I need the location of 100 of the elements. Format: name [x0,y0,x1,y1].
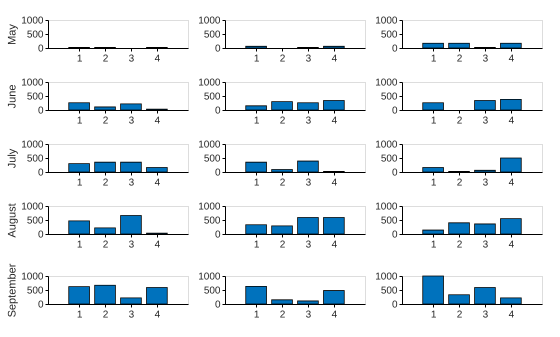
y-tick-label: 1000 [198,272,221,282]
y-axis-title: May [6,24,18,45]
y-tick-label: 0 [392,300,398,310]
y-tick-label: 500 [204,216,221,226]
y-tick-label: 500 [380,286,398,296]
y-tick-label: 500 [380,92,398,102]
x-tick-label: 2 [280,240,286,250]
y-tick-label: 500 [26,30,44,40]
y-tick-label: 0 [392,44,398,54]
y-tick-label: 0 [38,300,44,310]
x-tick-label: 2 [102,54,109,64]
x-tick-label: 2 [102,116,109,126]
x-tick-label: 4 [508,54,515,64]
x-tick-label: 2 [102,240,109,250]
x-tick-label: 1 [254,240,260,250]
x-tick-label: 3 [306,240,312,250]
x-tick-label: 3 [128,54,135,64]
y-tick-label: 1000 [21,140,44,150]
x-tick-label: 2 [456,240,463,250]
y-tick-label: 1000 [198,140,221,150]
y-tick-label: 0 [214,230,221,240]
x-tick-label: 2 [280,178,286,188]
y-tick-label: 1000 [21,16,44,26]
x-tick-label: 4 [154,116,161,126]
y-tick-label: 1000 [21,202,44,212]
x-tick-label: 4 [332,116,338,126]
y-tick-label: 500 [26,216,44,226]
y-tick-label: 0 [38,168,44,178]
x-tick-label: 1 [76,178,83,188]
x-tick-label: 3 [128,178,135,188]
y-tick-label: 500 [380,30,398,40]
x-tick-label: 4 [154,54,161,64]
y-tick-label: 500 [380,154,398,164]
y-tick-label: 500 [204,286,221,296]
y-tick-label: 1000 [198,78,221,88]
x-tick-label: 4 [332,54,338,64]
x-tick-label: 4 [332,310,338,320]
x-tick-label: 2 [456,116,463,126]
x-tick-label: 2 [456,310,463,320]
y-tick-label: 1000 [375,202,398,212]
x-tick-label: 2 [456,54,463,64]
x-tick-label: 3 [482,310,489,320]
y-tick-label: 1000 [375,16,398,26]
y-tick-label: 1000 [198,202,221,212]
x-tick-label: 2 [456,178,463,188]
y-tick-label: 500 [26,92,44,102]
y-tick-label: 1000 [375,272,398,282]
x-tick-label: 3 [128,240,135,250]
x-tick-label: 1 [76,116,83,126]
x-tick-label: 2 [102,310,109,320]
x-tick-label: 4 [332,178,338,188]
x-tick-label: 4 [154,240,161,250]
y-tick-label: 0 [392,230,398,240]
x-tick-label: 3 [482,240,489,250]
x-tick-label: 4 [508,240,515,250]
x-tick-label: 1 [430,240,437,250]
y-axis-title: July [6,148,18,168]
x-tick-label: 2 [280,116,286,126]
y-tick-label: 0 [214,106,221,116]
x-tick-label: 2 [102,178,109,188]
y-tick-label: 0 [214,44,221,54]
x-tick-label: 1 [254,310,260,320]
x-tick-label: 1 [430,310,437,320]
x-tick-label: 1 [430,178,437,188]
x-tick-label: 3 [306,310,312,320]
x-tick-label: 4 [508,116,515,126]
x-tick-label: 4 [154,310,161,320]
x-tick-label: 1 [76,240,83,250]
x-tick-label: 3 [306,116,312,126]
x-tick-label: 3 [128,310,135,320]
x-tick-label: 3 [306,54,312,64]
x-tick-label: 3 [482,116,489,126]
x-tick-label: 3 [128,116,135,126]
x-tick-label: 4 [154,178,161,188]
y-tick-label: 0 [38,230,44,240]
x-tick-label: 1 [254,178,260,188]
y-tick-label: 0 [214,300,221,310]
y-tick-label: 0 [392,106,398,116]
x-tick-label: 2 [280,310,286,320]
y-tick-label: 500 [204,30,221,40]
x-tick-label: 1 [430,116,437,126]
y-tick-label: 0 [214,168,221,178]
y-tick-label: 0 [38,44,44,54]
y-tick-label: 1000 [375,78,398,88]
x-tick-label: 1 [254,54,260,64]
y-tick-label: 500 [204,92,221,102]
x-tick-label: 4 [508,178,515,188]
x-tick-label: 4 [508,310,515,320]
y-tick-label: 500 [26,154,44,164]
y-tick-label: 1000 [21,78,44,88]
x-tick-label: 3 [482,178,489,188]
y-tick-label: 0 [38,106,44,116]
y-tick-label: 0 [392,168,398,178]
x-tick-label: 1 [254,116,260,126]
x-tick-label: 3 [482,54,489,64]
y-tick-label: 500 [204,154,221,164]
x-tick-label: 1 [76,54,83,64]
y-axis-title: September [6,263,18,318]
x-tick-label: 1 [76,310,83,320]
x-tick-label: 1 [430,54,437,64]
